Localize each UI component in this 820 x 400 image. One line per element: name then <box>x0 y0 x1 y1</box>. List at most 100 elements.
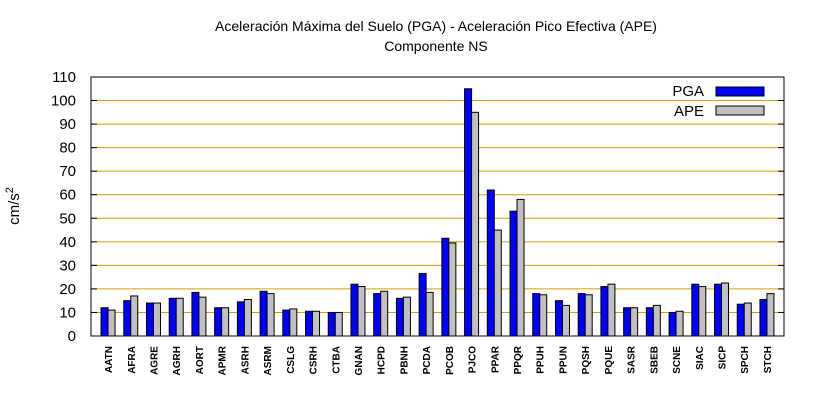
bar-pga-pcob <box>441 237 450 337</box>
x-tick-label: AATN <box>104 346 115 373</box>
x-tick-label: PCOB <box>445 346 456 375</box>
bar-ape-gnan <box>357 286 366 337</box>
y-axis-ticks: 0 10 20 30 40 50 60 70 80 90 100 110 <box>51 69 784 345</box>
bar-pga-asrh <box>236 301 245 337</box>
chart-subtitle: Componente NS <box>384 38 488 54</box>
bar-ape-ppuh <box>539 294 548 337</box>
bars <box>100 88 775 337</box>
x-tick-label: PJCO <box>468 346 479 373</box>
y-tick-label: 60 <box>59 187 76 204</box>
bar-ape-pcda <box>425 291 434 337</box>
bar-ape-asrh <box>243 299 252 337</box>
bar-ape-sbeb <box>652 304 661 337</box>
bar-pga-pqsh <box>577 293 586 337</box>
x-tick-label: SPCH <box>740 346 751 374</box>
gridlines <box>91 100 784 313</box>
x-tick-label: PPQR <box>513 345 524 374</box>
y-tick-label: 80 <box>59 140 76 157</box>
x-tick-label: PPUH <box>536 346 547 374</box>
bar-pga-agrh <box>168 297 177 337</box>
bar-ape-pque <box>607 283 616 337</box>
bar-ape-asrm <box>266 293 275 337</box>
bar-ape-agrh <box>175 297 184 337</box>
legend-swatch-pga <box>715 86 765 97</box>
bar-pga-ppar <box>486 189 495 337</box>
legend: PGA APE <box>672 83 765 120</box>
x-axis-ticks: AATN AFRA AGRE AGRH AORT APMR ASRH ASRM CSLG CSRH… <box>104 345 774 375</box>
x-tick-label: CSRH <box>309 346 320 374</box>
bar-ape-aatn <box>107 309 116 337</box>
x-tick-label: STCH <box>763 346 774 373</box>
bar-pga-ppun <box>554 300 563 337</box>
bar-pga-sbeb <box>645 307 654 337</box>
y-tick-label: 50 <box>59 210 76 227</box>
bar-ape-scne <box>675 310 684 337</box>
x-tick-label: ASRH <box>240 346 251 374</box>
bar-ape-ppar <box>493 229 502 337</box>
x-tick-label: CTBA <box>331 346 342 374</box>
x-tick-label: SBEB <box>649 346 660 374</box>
x-tick-label: SCNE <box>672 346 683 374</box>
x-tick-label: PQSH <box>581 346 592 374</box>
bar-ape-aort <box>198 296 207 337</box>
legend-label-pga: PGA <box>672 83 704 100</box>
x-tick-label: PPUN <box>558 346 569 374</box>
bar-pga-sasr <box>623 307 632 337</box>
x-tick-label: PBNH <box>399 346 410 374</box>
bar-ape-sasr <box>630 307 639 337</box>
bar-pga-pcda <box>418 273 427 337</box>
bar-pga-siac <box>691 283 700 337</box>
x-tick-label: AFRA <box>127 346 138 374</box>
x-tick-label: SASR <box>627 345 638 374</box>
x-tick-label: ASRM <box>263 346 274 375</box>
bar-ape-pjco <box>471 111 480 337</box>
bar-ape-stch <box>766 293 775 337</box>
bar-pga-cslg <box>282 309 291 337</box>
x-tick-label: CSLG <box>286 346 297 374</box>
y-tick-label: 40 <box>59 234 76 251</box>
x-tick-label: SIAC <box>695 346 706 370</box>
bar-pga-aatn <box>100 307 109 337</box>
y-tick-label: 0 <box>68 328 76 345</box>
bar-pga-pjco <box>464 88 473 337</box>
bar-pga-afra <box>123 300 132 337</box>
bar-pga-pque <box>600 286 609 337</box>
bar-pga-sicp <box>714 283 723 337</box>
bar-pga-csrh <box>305 310 314 337</box>
bar-ape-apmr <box>221 307 230 337</box>
legend-swatch-ape <box>715 105 765 116</box>
x-tick-label: AORT <box>195 346 206 374</box>
bar-pga-ppqr <box>509 210 518 337</box>
bar-pga-scne <box>668 311 677 337</box>
x-tick-label: AGRE <box>149 346 160 375</box>
bar-pga-stch <box>759 299 768 337</box>
x-tick-label: PPAR <box>490 345 501 373</box>
y-axis-label: cm/s2 <box>4 187 23 225</box>
y-tick-label: 70 <box>59 163 76 180</box>
bar-ape-pbnh <box>402 296 411 337</box>
bar-pga-pbnh <box>395 297 404 337</box>
x-tick-label: APMR <box>218 345 229 375</box>
x-tick-label: PCDA <box>422 346 433 374</box>
bar-pga-ctba <box>327 311 336 337</box>
bar-ape-cslg <box>289 308 298 337</box>
bar-ape-ppqr <box>516 198 525 337</box>
bar-ape-pcob <box>448 242 457 337</box>
bar-ape-sicp <box>721 282 730 337</box>
y-tick-label: 10 <box>59 304 76 321</box>
chart-title: Aceleración Máxima del Suelo (PGA) - Ace… <box>215 18 657 34</box>
plot-frame <box>90 76 785 337</box>
bar-pga-apmr <box>214 307 223 337</box>
bar-pga-aort <box>191 291 200 337</box>
bar-pga-agre <box>145 302 154 337</box>
bar-pga-ppuh <box>532 293 541 337</box>
bar-ape-siac <box>698 286 707 337</box>
bar-ape-afra <box>130 295 139 337</box>
y-tick-label: 100 <box>51 93 76 110</box>
x-tick-label: HCPD <box>377 346 388 374</box>
bar-pga-asrm <box>259 290 268 337</box>
bar-ape-pqsh <box>584 294 593 337</box>
x-tick-label: PQUE <box>604 346 615 375</box>
bar-ape-ppun <box>561 304 570 337</box>
